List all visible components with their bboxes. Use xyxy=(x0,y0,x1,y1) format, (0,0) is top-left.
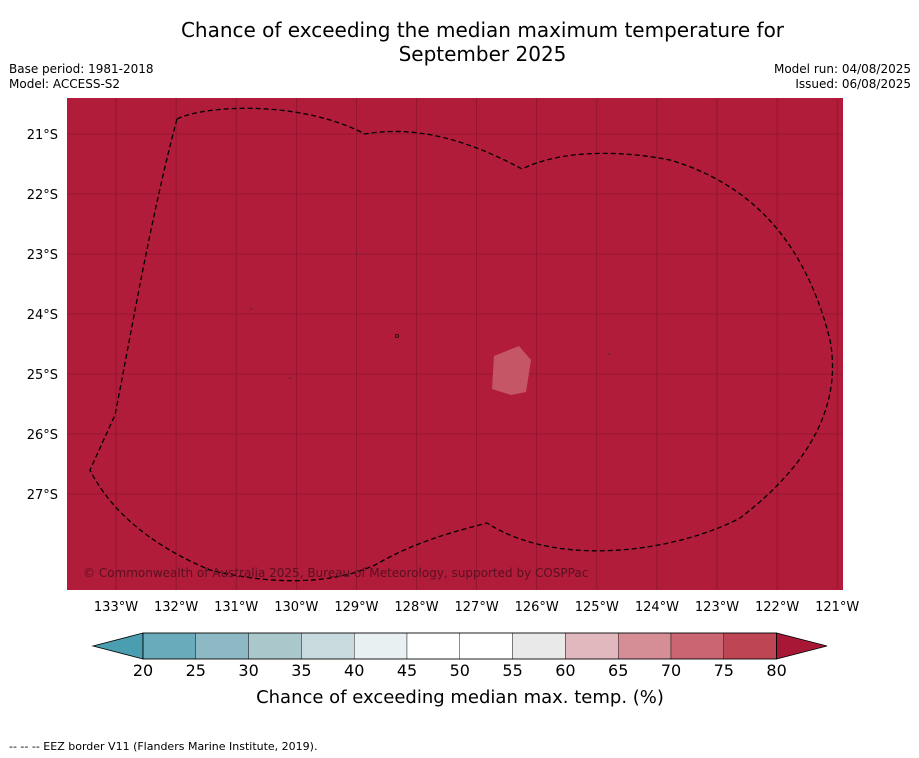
colorbar-over-arrow xyxy=(776,632,828,660)
colorbar-tick-label: 80 xyxy=(766,661,786,680)
colorbar-tick-label: 45 xyxy=(397,661,417,680)
map-title: Chance of exceeding the median maximum t… xyxy=(0,18,919,66)
colorbar-under-arrow xyxy=(91,632,144,660)
islet-marker xyxy=(250,308,252,310)
lon-tick-label: 130°W xyxy=(274,600,318,615)
colorbar-segment xyxy=(301,632,355,660)
colorbar-segment xyxy=(459,632,513,660)
colorbar-tick-label: 60 xyxy=(555,661,575,680)
lon-tick-label: 126°W xyxy=(515,600,559,615)
lon-tick-label: 125°W xyxy=(575,600,619,615)
lat-tick-label: 25°S xyxy=(27,368,58,383)
lat-tick-label: 24°S xyxy=(27,308,58,323)
info-left: Base period: 1981-2018 Model: ACCESS-S2 xyxy=(9,62,154,92)
model-name: Model: ACCESS-S2 xyxy=(9,77,121,91)
lon-tick-label: 121°W xyxy=(815,600,859,615)
colorbar-tick-label: 50 xyxy=(450,661,470,680)
lon-tick-label: 132°W xyxy=(154,600,198,615)
lat-tick-label: 21°S xyxy=(27,128,58,143)
islet-marker xyxy=(289,377,291,379)
lon-tick-label: 127°W xyxy=(455,600,499,615)
colorbar-frame xyxy=(142,632,777,660)
islet-marker xyxy=(394,333,399,338)
lon-tick-label: 124°W xyxy=(635,600,679,615)
colorbar-title: Chance of exceeding median max. temp. (%… xyxy=(256,687,664,708)
map-gridlines xyxy=(67,98,843,590)
lon-tick-label: 123°W xyxy=(695,600,739,615)
title-line-1: Chance of exceeding the median maximum t… xyxy=(180,18,785,42)
colorbar-tick-label: 40 xyxy=(344,661,364,680)
colorbar-tick-label: 70 xyxy=(661,661,681,680)
map-panel xyxy=(67,98,843,590)
eez-footnote: -- -- -- EEZ border V11 (Flanders Marine… xyxy=(9,740,318,753)
info-right: Model run: 04/08/2025 Issued: 06/08/2025 xyxy=(774,62,911,92)
issued-date: Issued: 06/08/2025 xyxy=(795,77,911,91)
colorbar-segment xyxy=(142,632,196,660)
colorbar-segment xyxy=(723,632,777,660)
colorbar-tick-label: 20 xyxy=(133,661,153,680)
colorbar-tick-label: 55 xyxy=(502,661,522,680)
colorbar-segment xyxy=(248,632,302,660)
lon-tick-label: 133°W xyxy=(94,600,138,615)
eez-border xyxy=(89,107,834,582)
lon-tick-label: 129°W xyxy=(334,600,378,615)
islet-marker xyxy=(355,253,357,255)
lon-tick-label: 128°W xyxy=(394,600,438,615)
lon-tick-label: 122°W xyxy=(755,600,799,615)
pitcairn-area-patch xyxy=(492,346,531,395)
lat-tick-label: 26°S xyxy=(27,428,58,443)
colorbar: 20 25 30 35 40 45 50 55 60 65 70 75 80 xyxy=(91,632,828,680)
lat-tick-label: 22°S xyxy=(27,188,58,203)
colorbar-segment xyxy=(618,632,672,660)
longitude-tick-labels: 133°W 132°W 131°W 130°W 129°W 128°W 127°W 126°W… xyxy=(94,600,860,615)
colorbar-segment xyxy=(512,632,566,660)
title-line-2: September 2025 xyxy=(398,42,567,66)
colorbar-segment xyxy=(195,632,249,660)
model-run-date: Model run: 04/08/2025 xyxy=(773,62,911,76)
lat-tick-label: 27°S xyxy=(27,488,58,503)
base-period: Base period: 1981-2018 xyxy=(9,62,154,76)
colorbar-tick-label: 30 xyxy=(238,661,258,680)
map-copyright: © Commonwealth of Australia 2025, Bureau… xyxy=(83,566,588,580)
colorbar-segment xyxy=(670,632,724,660)
lat-tick-label: 23°S xyxy=(27,248,58,263)
colorbar-tick-label: 75 xyxy=(714,661,734,680)
colorbar-segment xyxy=(354,632,408,660)
colorbar-segment xyxy=(565,632,619,660)
latitude-tick-labels: 21°S 22°S 23°S 24°S 25°S 26°S 27°S xyxy=(27,128,58,503)
colorbar-segment xyxy=(406,632,460,660)
lon-tick-label: 131°W xyxy=(214,600,258,615)
islet-marker xyxy=(608,353,610,355)
colorbar-tick-label: 65 xyxy=(608,661,628,680)
colorbar-tick-label: 25 xyxy=(186,661,206,680)
colorbar-tick-label: 35 xyxy=(291,661,311,680)
